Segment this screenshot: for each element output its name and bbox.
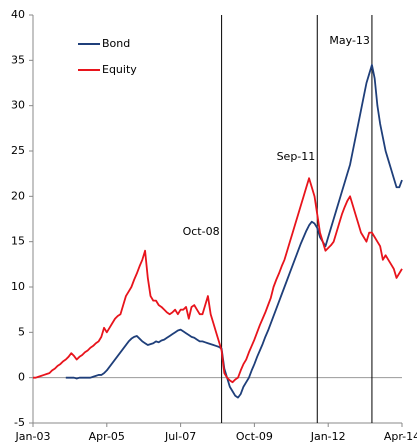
y-tick-label: 10 <box>11 280 25 293</box>
y-tick-label: 25 <box>11 144 25 157</box>
y-tick-label: 15 <box>11 235 25 248</box>
y-tick-label: 0 <box>18 371 25 384</box>
x-tick-label: Jan-12 <box>310 430 346 443</box>
event-label: Oct-08 <box>183 225 220 238</box>
x-tick-label: Oct-09 <box>236 430 273 443</box>
series-line <box>33 177 403 384</box>
event-label: May-13 <box>329 34 370 47</box>
x-tick-label: Apr-05 <box>89 430 125 443</box>
y-tick-label: 5 <box>18 325 25 338</box>
x-tick-label: Jan-03 <box>15 430 51 443</box>
x-tick-label: Apr-14 <box>384 430 417 443</box>
x-tick-label: Jul-07 <box>164 430 196 443</box>
y-tick-label: -5 <box>14 416 25 429</box>
y-tick-label: 30 <box>11 99 25 112</box>
y-tick-label: 35 <box>11 53 25 66</box>
series-line <box>65 63 403 399</box>
legend-label: Equity <box>102 63 137 76</box>
event-label: Sep-11 <box>277 150 316 163</box>
y-tick-label: 40 <box>11 8 25 21</box>
y-tick-label: 20 <box>11 189 25 202</box>
legend-label: Bond <box>102 37 130 50</box>
